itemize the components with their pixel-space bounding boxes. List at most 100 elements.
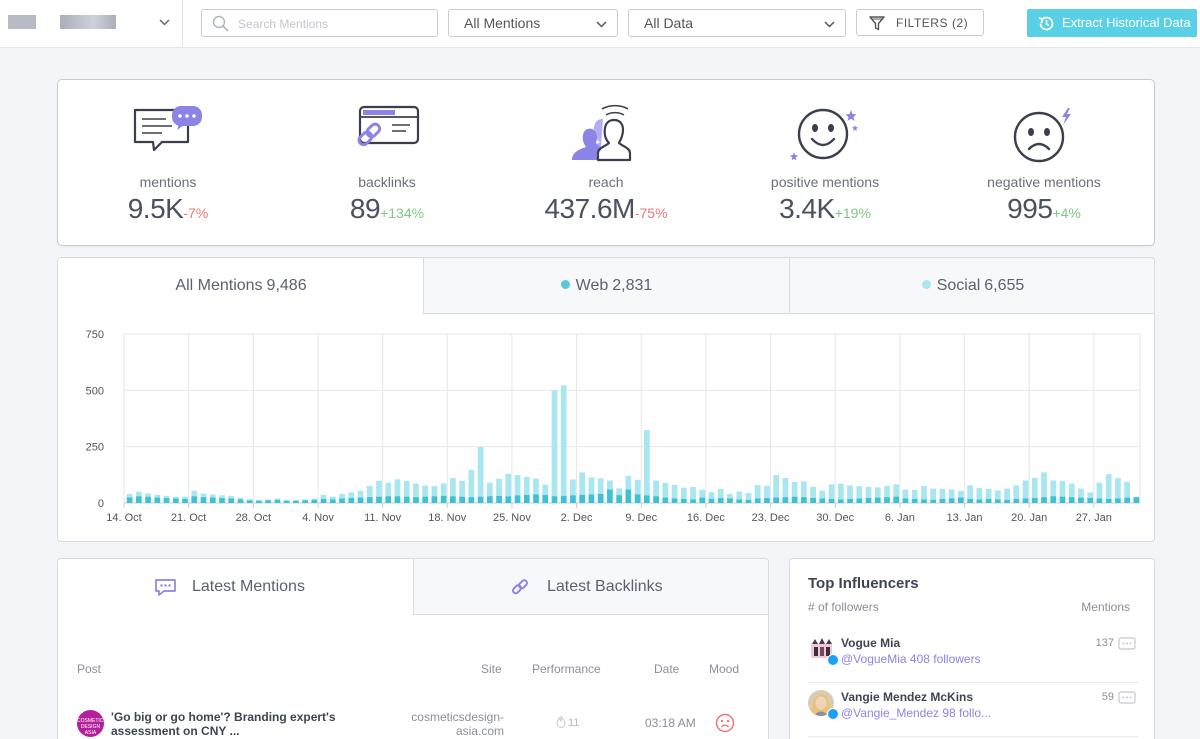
bar-web[interactable] (773, 497, 780, 503)
bar-web[interactable] (172, 498, 179, 503)
bar-social[interactable] (228, 495, 235, 499)
data-source-dropdown[interactable]: All Data (628, 9, 846, 37)
bar-web[interactable] (819, 498, 826, 503)
bar-web[interactable] (376, 496, 382, 503)
bar-social[interactable] (135, 491, 142, 497)
influencer-handle[interactable]: @VogueMia 408 followers (841, 652, 981, 666)
bar-web[interactable] (865, 498, 872, 503)
bar-web[interactable] (329, 499, 336, 503)
bar-web[interactable] (690, 499, 696, 503)
bar-social[interactable] (366, 485, 373, 498)
bar-web[interactable] (228, 498, 235, 503)
tab-social[interactable]: Social 6,655 (789, 258, 1154, 314)
bar-web[interactable] (431, 496, 438, 503)
bar-social[interactable] (699, 489, 706, 498)
bar-web[interactable] (616, 495, 623, 503)
influencer-name[interactable]: Vogue Mia (841, 636, 901, 650)
bar-web[interactable] (274, 499, 281, 503)
bar-web[interactable] (939, 498, 946, 503)
bar-social[interactable] (1059, 480, 1066, 497)
bar-social[interactable] (643, 429, 650, 496)
bar-social[interactable] (505, 473, 512, 497)
bar-web[interactable] (1013, 498, 1020, 503)
bar-social[interactable] (570, 479, 576, 496)
bar-web[interactable] (256, 500, 262, 503)
bar-web[interactable] (764, 498, 770, 503)
bar-social[interactable] (865, 486, 872, 499)
bar-web[interactable] (496, 495, 502, 503)
mention-title[interactable]: 'Go big or go home'? Branding expert's a… (111, 710, 336, 738)
bar-social[interactable] (145, 493, 151, 497)
bar-social[interactable] (985, 488, 992, 499)
bar-web[interactable] (976, 499, 983, 503)
bar-social[interactable] (671, 484, 678, 499)
bar-web[interactable] (874, 497, 881, 503)
bar-social[interactable] (551, 390, 558, 497)
bar-social[interactable] (764, 485, 770, 499)
bar-web[interactable] (680, 498, 687, 503)
bar-web[interactable] (653, 496, 659, 503)
bar-web[interactable] (1133, 497, 1140, 503)
bar-social[interactable] (810, 486, 816, 499)
bar-web[interactable] (856, 498, 863, 503)
influencer-row[interactable]: Vogue Mia @VogueMia 408 followers 137 (808, 631, 1138, 683)
bar-social[interactable] (329, 496, 336, 500)
bar-web[interactable] (200, 497, 207, 503)
bar-social[interactable] (560, 385, 567, 496)
bar-social[interactable] (209, 494, 216, 498)
bar-web[interactable] (486, 496, 493, 503)
bar-web[interactable] (191, 496, 198, 503)
bar-web[interactable] (246, 500, 253, 503)
bar-web[interactable] (579, 494, 586, 503)
bar-web[interactable] (209, 497, 216, 503)
bar-social[interactable] (431, 486, 438, 497)
bar-social[interactable] (680, 487, 687, 499)
bar-web[interactable] (958, 497, 964, 503)
bar-web[interactable] (135, 496, 142, 503)
bar-social[interactable] (1124, 481, 1131, 498)
project-selector[interactable] (0, 0, 183, 48)
bar-web[interactable] (283, 500, 290, 503)
bar-web[interactable] (884, 497, 890, 503)
bar-social[interactable] (782, 477, 789, 498)
bar-web[interactable] (717, 498, 724, 503)
bar-social[interactable] (616, 488, 623, 496)
bar-web[interactable] (413, 497, 419, 503)
bar-web[interactable] (985, 498, 992, 503)
extract-historical-data-button[interactable]: Extract Historical Data (1027, 9, 1197, 37)
bar-social[interactable] (930, 488, 937, 500)
mentions-type-dropdown[interactable]: All Mentions (448, 9, 618, 37)
bar-social[interactable] (182, 496, 188, 499)
bar-social[interactable] (302, 499, 308, 501)
bar-social[interactable] (837, 483, 844, 500)
bar-social[interactable] (413, 483, 419, 498)
bar-web[interactable] (385, 496, 392, 503)
bar-social[interactable] (533, 478, 539, 495)
bar-web[interactable] (754, 498, 761, 503)
bar-social[interactable] (385, 482, 392, 497)
bar-web[interactable] (422, 496, 429, 503)
bar-web[interactable] (514, 495, 521, 503)
bar-web[interactable] (1031, 498, 1038, 503)
bar-web[interactable] (782, 497, 789, 503)
bar-social[interactable] (163, 495, 170, 499)
bar-social[interactable] (662, 482, 669, 498)
bar-social[interactable] (653, 480, 659, 497)
bar-social[interactable] (403, 480, 410, 497)
bar-web[interactable] (311, 499, 318, 503)
bar-web[interactable] (810, 498, 816, 503)
bar-social[interactable] (690, 487, 696, 500)
bar-web[interactable] (921, 499, 927, 503)
bar-web[interactable] (597, 493, 604, 503)
bar-web[interactable] (468, 497, 475, 503)
bar-social[interactable] (967, 485, 973, 499)
bar-web[interactable] (339, 498, 345, 503)
bar-social[interactable] (736, 491, 743, 500)
bar-social[interactable] (884, 485, 890, 498)
bar-social[interactable] (921, 485, 927, 500)
bar-social[interactable] (394, 479, 401, 497)
bar-web[interactable] (708, 498, 715, 503)
bar-web[interactable] (237, 499, 244, 503)
bar-web[interactable] (1004, 499, 1010, 503)
bar-web[interactable] (357, 497, 364, 503)
